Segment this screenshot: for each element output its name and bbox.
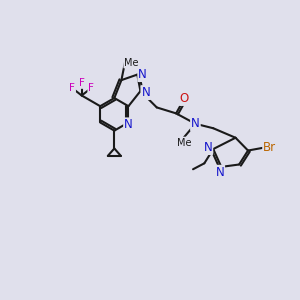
Text: N: N xyxy=(191,117,200,130)
Text: N: N xyxy=(215,166,224,179)
Text: N: N xyxy=(203,141,212,154)
Text: F: F xyxy=(69,83,75,93)
Text: N: N xyxy=(141,86,150,99)
Text: F: F xyxy=(79,78,85,88)
Text: N: N xyxy=(138,68,147,81)
Text: F: F xyxy=(88,83,94,93)
Text: O: O xyxy=(180,92,189,105)
Text: Me: Me xyxy=(124,58,139,68)
Text: N: N xyxy=(124,118,133,131)
Text: Br: Br xyxy=(263,141,276,154)
Text: Me: Me xyxy=(177,137,191,148)
